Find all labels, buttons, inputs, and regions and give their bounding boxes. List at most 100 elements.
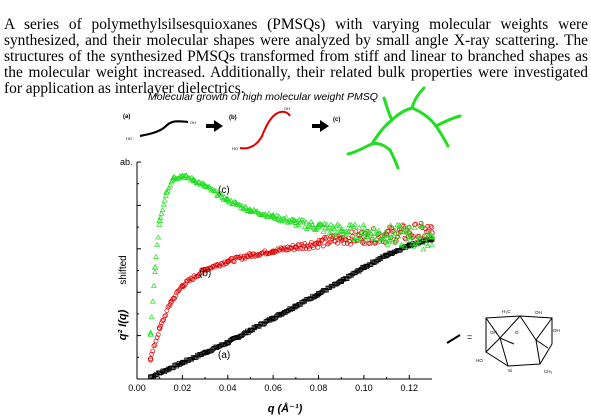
scatter-marker bbox=[203, 182, 209, 189]
scatter-marker bbox=[367, 229, 373, 235]
scatter-marker bbox=[165, 304, 171, 310]
scatter-marker bbox=[152, 268, 158, 274]
scatter-marker bbox=[300, 300, 305, 305]
scatter-marker bbox=[181, 173, 188, 179]
scatter-marker bbox=[382, 229, 389, 235]
scatter-marker bbox=[324, 234, 329, 240]
scatter-marker bbox=[308, 218, 315, 224]
scatter-marker bbox=[338, 226, 345, 232]
scatter-marker bbox=[261, 322, 266, 327]
scatter-marker bbox=[328, 221, 334, 227]
scatter-marker bbox=[329, 228, 335, 234]
scatter-marker bbox=[261, 212, 268, 218]
scatter-marker bbox=[232, 199, 239, 205]
scatter-marker bbox=[410, 243, 417, 249]
x-tick-label: 0.08 bbox=[310, 383, 328, 393]
x-tick-label: 0.02 bbox=[174, 383, 192, 393]
molecule-c-branch bbox=[434, 114, 462, 128]
scatter-marker bbox=[361, 225, 368, 231]
scatter-marker bbox=[217, 190, 224, 196]
scatter-marker bbox=[225, 341, 230, 346]
scatter-marker bbox=[167, 302, 173, 307]
scatter-marker bbox=[309, 221, 316, 227]
molecule-a-end-oh: OH bbox=[190, 120, 196, 125]
scatter-marker bbox=[331, 225, 338, 232]
scatter-marker bbox=[425, 223, 431, 229]
scatter-marker bbox=[268, 249, 274, 255]
scatter-marker bbox=[372, 230, 379, 236]
scatter-marker bbox=[211, 188, 218, 194]
molecule-c-branch bbox=[410, 106, 450, 148]
scatter-marker bbox=[347, 239, 352, 244]
scatter-marker bbox=[191, 355, 197, 361]
scatter-marker bbox=[283, 214, 290, 220]
scatter-marker bbox=[321, 243, 326, 249]
data-point bbox=[151, 263, 159, 270]
scatter-marker bbox=[336, 223, 343, 229]
scatter-marker bbox=[400, 229, 407, 235]
molecule-b-end-oh: OH bbox=[284, 106, 290, 111]
scatter-marker bbox=[352, 270, 358, 276]
scatter-marker bbox=[315, 222, 321, 228]
scatter-marker bbox=[359, 233, 366, 239]
scatter-marker bbox=[279, 246, 285, 252]
y-ticks bbox=[137, 161, 141, 380]
scatter-marker bbox=[327, 239, 333, 245]
scatter-marker bbox=[243, 204, 250, 210]
scatter-marker bbox=[181, 359, 186, 365]
scatter-marker bbox=[243, 253, 249, 259]
scatter-marker bbox=[394, 234, 400, 240]
molecule-c-branch bbox=[346, 141, 392, 156]
scatter-marker bbox=[239, 333, 245, 338]
scatter-marker bbox=[317, 241, 323, 246]
x-tick-label: 0.06 bbox=[264, 383, 282, 393]
scatter-marker bbox=[153, 253, 159, 259]
scatter-marker bbox=[419, 221, 426, 228]
scatter-marker bbox=[420, 246, 427, 252]
scatter-marker bbox=[395, 233, 402, 239]
scatter-marker bbox=[297, 242, 302, 248]
scatter-marker bbox=[286, 217, 293, 223]
scatter-marker bbox=[255, 210, 262, 216]
scatter-marker bbox=[215, 344, 221, 350]
scatter-marker bbox=[193, 274, 199, 280]
scatter-marker bbox=[294, 218, 301, 224]
scatter-marker bbox=[320, 228, 327, 234]
scatter-marker bbox=[364, 233, 371, 239]
scatter-marker bbox=[155, 332, 161, 337]
scatter-marker bbox=[166, 303, 172, 309]
scatter-marker bbox=[197, 271, 202, 277]
structure-ch3: H₃C bbox=[502, 309, 511, 314]
scatter-marker bbox=[406, 223, 413, 230]
scatter-marker bbox=[272, 316, 277, 321]
scatter-marker bbox=[163, 313, 169, 318]
scatter-marker bbox=[353, 229, 359, 235]
scatter-marker bbox=[322, 235, 327, 240]
scatter-marker bbox=[204, 266, 210, 272]
scatter-marker bbox=[347, 274, 352, 279]
scatter-marker bbox=[384, 241, 391, 247]
scatter-marker bbox=[429, 242, 435, 248]
scatter-marker bbox=[242, 203, 249, 209]
schematic-label-a: (a) bbox=[123, 114, 130, 120]
scatter-marker bbox=[156, 221, 163, 227]
scatter-marker bbox=[335, 240, 340, 246]
scatter-marker bbox=[209, 348, 214, 354]
scatter-marker bbox=[424, 242, 431, 249]
cage-structure-icon bbox=[485, 315, 553, 367]
scatter-marker bbox=[357, 237, 364, 243]
scatter-marker bbox=[397, 248, 402, 253]
scatter-marker bbox=[284, 247, 289, 253]
scatter-marker bbox=[340, 231, 346, 237]
scatter-marker bbox=[363, 233, 370, 239]
right-arrow-icon bbox=[206, 120, 223, 132]
scatter-marker bbox=[152, 373, 158, 378]
scatter-marker bbox=[408, 233, 415, 239]
scatter-marker bbox=[265, 318, 271, 323]
scatter-marker bbox=[326, 229, 333, 235]
scatter-marker bbox=[158, 210, 165, 216]
scatter-marker bbox=[223, 195, 230, 201]
scatter-marker bbox=[280, 247, 286, 253]
scatter-marker bbox=[300, 217, 307, 223]
scatter-marker bbox=[337, 279, 342, 284]
